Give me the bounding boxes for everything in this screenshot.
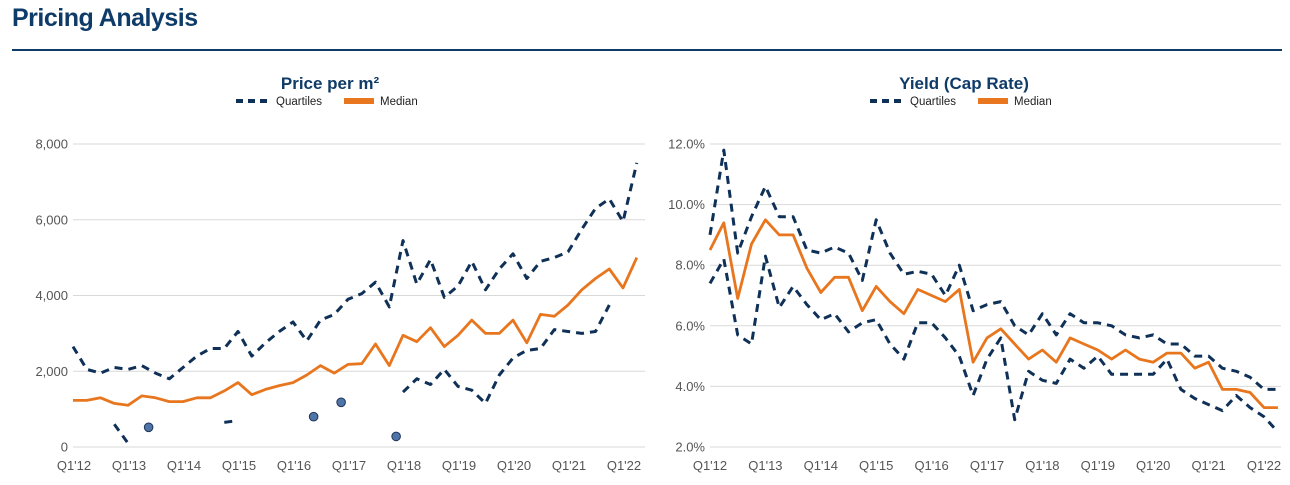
lower-quartile-line (708, 254, 1280, 433)
chart-legend: Quartiles Median (236, 96, 418, 108)
yield-cap-rate-chart: Yield (Cap Rate) Quartiles Median 2.0% 4.0% 6… (668, 74, 1281, 473)
median-line (73, 257, 639, 407)
price-per-m2-chart: Price per m² Quartiles Median 0 2,000 4,000 6,… (35, 74, 645, 473)
y-tick-label: 4.0% (675, 379, 705, 394)
outlier-point (391, 431, 401, 442)
outlier-point (308, 411, 319, 422)
y-tick-label: 6.0% (675, 318, 705, 333)
y-tick-label: 12.0% (668, 137, 705, 152)
median-line (708, 218, 1278, 409)
lower-quartile-line (224, 419, 239, 424)
outlier-point (336, 397, 346, 408)
x-tick-label: Q1'15 (222, 458, 256, 473)
upper-quartile-line (71, 162, 639, 381)
chart-title: Yield (Cap Rate) (899, 74, 1029, 93)
title-rule (12, 49, 1282, 51)
x-tick-label: Q1'12 (693, 458, 727, 473)
x-tick-label: Q1'19 (1081, 458, 1115, 473)
x-tick-label: Q1'17 (970, 458, 1004, 473)
x-tick-label: Q1'18 (387, 458, 421, 473)
x-tick-label: Q1'20 (1136, 458, 1170, 473)
x-tick-label: Q1'14 (804, 458, 838, 473)
legend-median-swatch (978, 98, 1008, 104)
y-tick-label: 8.0% (675, 258, 705, 273)
x-tick-label: Q1'19 (442, 458, 476, 473)
y-tick-label: 6,000 (35, 212, 68, 227)
x-tick-label: Q1'16 (277, 458, 311, 473)
x-tick-label: Q1'13 (112, 458, 146, 473)
x-tick-label: Q1'17 (332, 458, 366, 473)
y-tick-label: 8,000 (35, 137, 68, 152)
y-tick-label: 10.0% (668, 197, 705, 212)
x-tick-label: Q1'22 (607, 458, 641, 473)
chart-legend: Quartiles Median (870, 96, 1052, 108)
legend-quartiles-label: Quartiles (910, 96, 956, 108)
x-tick-label: Q1'14 (167, 458, 201, 473)
legend-median-swatch (344, 98, 374, 104)
x-tick-label: Q1'18 (1025, 458, 1059, 473)
x-tick-label: Q1'20 (497, 458, 531, 473)
x-tick-label: Q1'21 (552, 458, 586, 473)
legend-quartiles-label: Quartiles (276, 96, 322, 108)
y-tick-label: 4,000 (35, 288, 68, 303)
x-tick-label: Q1'22 (1247, 458, 1281, 473)
chart-title: Price per m² (281, 74, 380, 93)
y-tick-label: 0 (61, 440, 68, 455)
legend-median-label: Median (1014, 96, 1052, 108)
x-tick-label: Q1'13 (748, 458, 782, 473)
outlier-point (143, 422, 154, 433)
x-tick-label: Q1'12 (57, 458, 91, 473)
y-tick-label: 2,000 (35, 364, 68, 379)
lower-quartile-line (113, 423, 130, 445)
page-title: Pricing Analysis (12, 4, 198, 32)
upper-quartile-line (708, 148, 1278, 391)
legend-median-label: Median (380, 96, 418, 108)
x-tick-label: Q1'21 (1191, 458, 1225, 473)
lower-quartile-line (401, 304, 611, 405)
y-tick-label: 2.0% (675, 440, 705, 455)
x-tick-label: Q1'15 (859, 458, 893, 473)
x-tick-label: Q1'16 (914, 458, 948, 473)
